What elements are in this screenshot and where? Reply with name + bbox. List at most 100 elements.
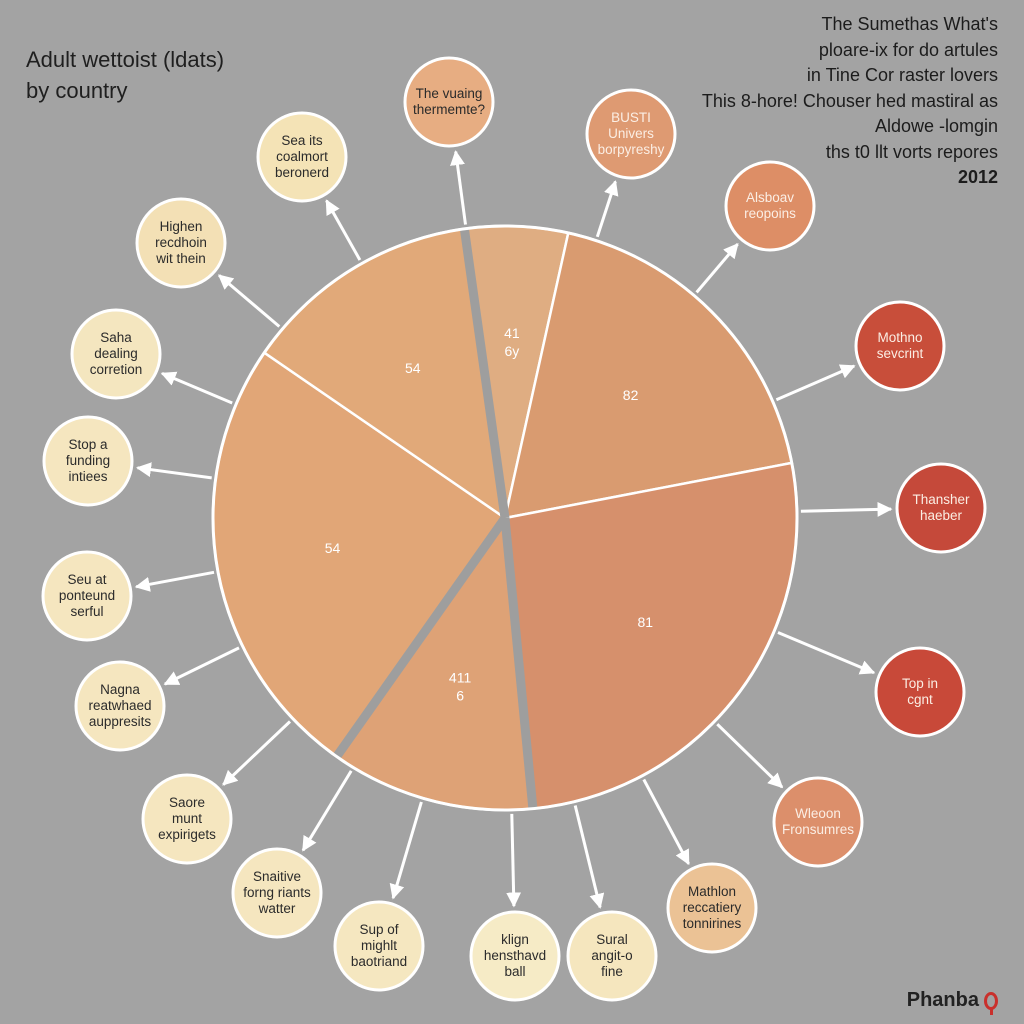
callout-text-8: Wleoon Fronsumres: [782, 806, 854, 837]
note-line-6: ths t0 llt vorts repores: [825, 141, 998, 162]
callout-arrow-13: [301, 770, 353, 852]
callout-text-4: Alsboav reopoins: [744, 190, 796, 221]
callout-text-14: Saore munt expirigets: [158, 795, 216, 842]
callout-19: Highen recdhoin wit thein: [135, 197, 227, 289]
chart-title-line-2: by country: [26, 78, 128, 103]
note-line-1: The Sumethas What's: [821, 14, 998, 34]
callout-text-11: klign hensthavd ball: [484, 932, 546, 979]
callout-4: Alsboav reopoins: [724, 160, 816, 252]
callout-bubble-18: [70, 308, 162, 400]
callout-bubble-12: [333, 900, 425, 992]
callout-arrow-2: [450, 150, 467, 225]
callout-13: Snaitive forng riants watter: [231, 847, 323, 939]
callout-text-10: Sural angit-o fine: [591, 932, 632, 979]
callout-text-2: The vuaing thermemte?: [413, 86, 485, 117]
divider-band-2: [500, 517, 538, 812]
callout-text-19: Highen recdhoin wit thein: [155, 219, 207, 266]
callout-bubble-13: [231, 847, 323, 939]
callout-text-7: Top in cgnt: [902, 676, 938, 707]
callout-bubble-3: [585, 88, 677, 180]
callout-14: Saore munt expirigets: [141, 773, 233, 865]
callout-17: Stop a funding intiees: [42, 415, 134, 507]
slice-label-2: 82: [623, 387, 639, 403]
callout-18: Saha dealing corretion: [70, 308, 162, 400]
callout-arrow-17: [136, 462, 212, 480]
callout-arrow-6: [800, 501, 893, 517]
callout-arrow-19: [217, 274, 281, 328]
callout-5: Mothno sevcrint: [854, 300, 946, 392]
pin-icon: [984, 991, 998, 1015]
callout-bubble-8: [772, 776, 864, 868]
callout-text-15: Nagna reatwhaed auppresits: [88, 682, 151, 729]
callout-arrow-16: [134, 570, 215, 592]
callout-arrow-10: [573, 805, 605, 909]
callout-text-9: Mathlon reccatiery tonnirines: [683, 884, 742, 931]
slice-label-3: 81: [638, 614, 654, 630]
callout-arrow-15: [163, 646, 240, 686]
callout-bubble-7: [874, 646, 966, 738]
callout-arrow-7: [777, 631, 876, 675]
chart-note: The Sumethas What's ploare-ix for do art…: [618, 12, 998, 191]
callout-text-1: Sea its coalmort beronerd: [275, 133, 329, 180]
callout-arrow-1: [325, 199, 362, 261]
callout-text-5: Mothno sevcrint: [877, 330, 924, 361]
callout-bubble-14: [141, 773, 233, 865]
slice-label-1: 41 6y: [504, 325, 520, 359]
callout-arrow-3: [595, 180, 619, 238]
callout-2: The vuaing thermemte?: [403, 56, 495, 148]
callout-bubble-15: [74, 660, 166, 752]
pie-outline: [211, 224, 799, 812]
callout-text-6: Thansher haeber: [912, 492, 970, 523]
divider-band-3: [331, 515, 509, 761]
callout-arrow-4: [695, 242, 739, 294]
callout-arrow-18: [160, 371, 233, 405]
callout-arrow-12: [389, 801, 423, 900]
callout-arrow-9: [642, 778, 690, 866]
note-line-2: ploare-ix for do artules: [818, 39, 998, 60]
callout-bubble-2: [403, 56, 495, 148]
callout-arrow-5: [775, 364, 856, 402]
callout-bubble-1: [256, 111, 348, 203]
callout-text-3: BUSTI Univers borpyreshy: [598, 110, 665, 157]
brand-name: Phanba: [906, 989, 979, 1011]
divider-band-1: [459, 226, 510, 519]
callout-7: Top in cgnt: [874, 646, 966, 738]
callout-bubble-9: [666, 862, 758, 954]
callout-bubble-19: [135, 197, 227, 289]
callout-bubble-4: [724, 160, 816, 252]
note-line-3: in Tine Cor raster lovers: [806, 65, 998, 85]
callout-bubble-10: [566, 910, 658, 1002]
callout-10: Sural angit-o fine: [566, 910, 658, 1002]
note-line-4: This 8-hore! Chouser hed mastiral as: [701, 90, 998, 111]
callout-text-18: Saha dealing corretion: [90, 330, 143, 377]
callout-bubble-16: [41, 550, 133, 642]
note-year: 2012: [957, 167, 998, 187]
callout-text-16: Seu at ponteund serful: [59, 572, 115, 619]
callout-6: Thansher haeber: [895, 462, 987, 554]
slice-label-6: 54: [405, 360, 421, 376]
note-line-5: Aldowe -lomgin: [874, 116, 998, 136]
callout-bubble-17: [42, 415, 134, 507]
brand-logo: Phanba: [906, 989, 998, 1015]
pie-slice-3: [503, 461, 799, 811]
callout-text-12: Sup of mighlt baotriand: [351, 922, 407, 969]
callout-text-13: Snaitive forng riants watter: [243, 869, 311, 916]
callout-16: Seu at ponteund serful: [41, 550, 133, 642]
callout-arrow-14: [222, 720, 292, 786]
callout-bubble-11: [469, 910, 561, 1002]
callout-15: Nagna reatwhaed auppresits: [74, 660, 166, 752]
callout-9: Mathlon reccatiery tonnirines: [666, 862, 758, 954]
callout-8: Wleoon Fronsumres: [772, 776, 864, 868]
callout-bubble-5: [854, 300, 946, 392]
chart-title-line-1: Adult wettoist (ldats): [26, 47, 225, 72]
callout-arrow-8: [716, 723, 784, 789]
callout-arrow-11: [506, 813, 522, 908]
callout-bubble-6: [895, 462, 987, 554]
callout-text-17: Stop a funding intiees: [66, 437, 110, 484]
chart-title: Adult wettoist (ldats) by country: [26, 44, 224, 106]
callout-12: Sup of mighlt baotriand: [333, 900, 425, 992]
callout-3: BUSTI Univers borpyreshy: [585, 88, 677, 180]
callout-1: Sea its coalmort beronerd: [256, 111, 348, 203]
callout-11: klign hensthavd ball: [469, 910, 561, 1002]
